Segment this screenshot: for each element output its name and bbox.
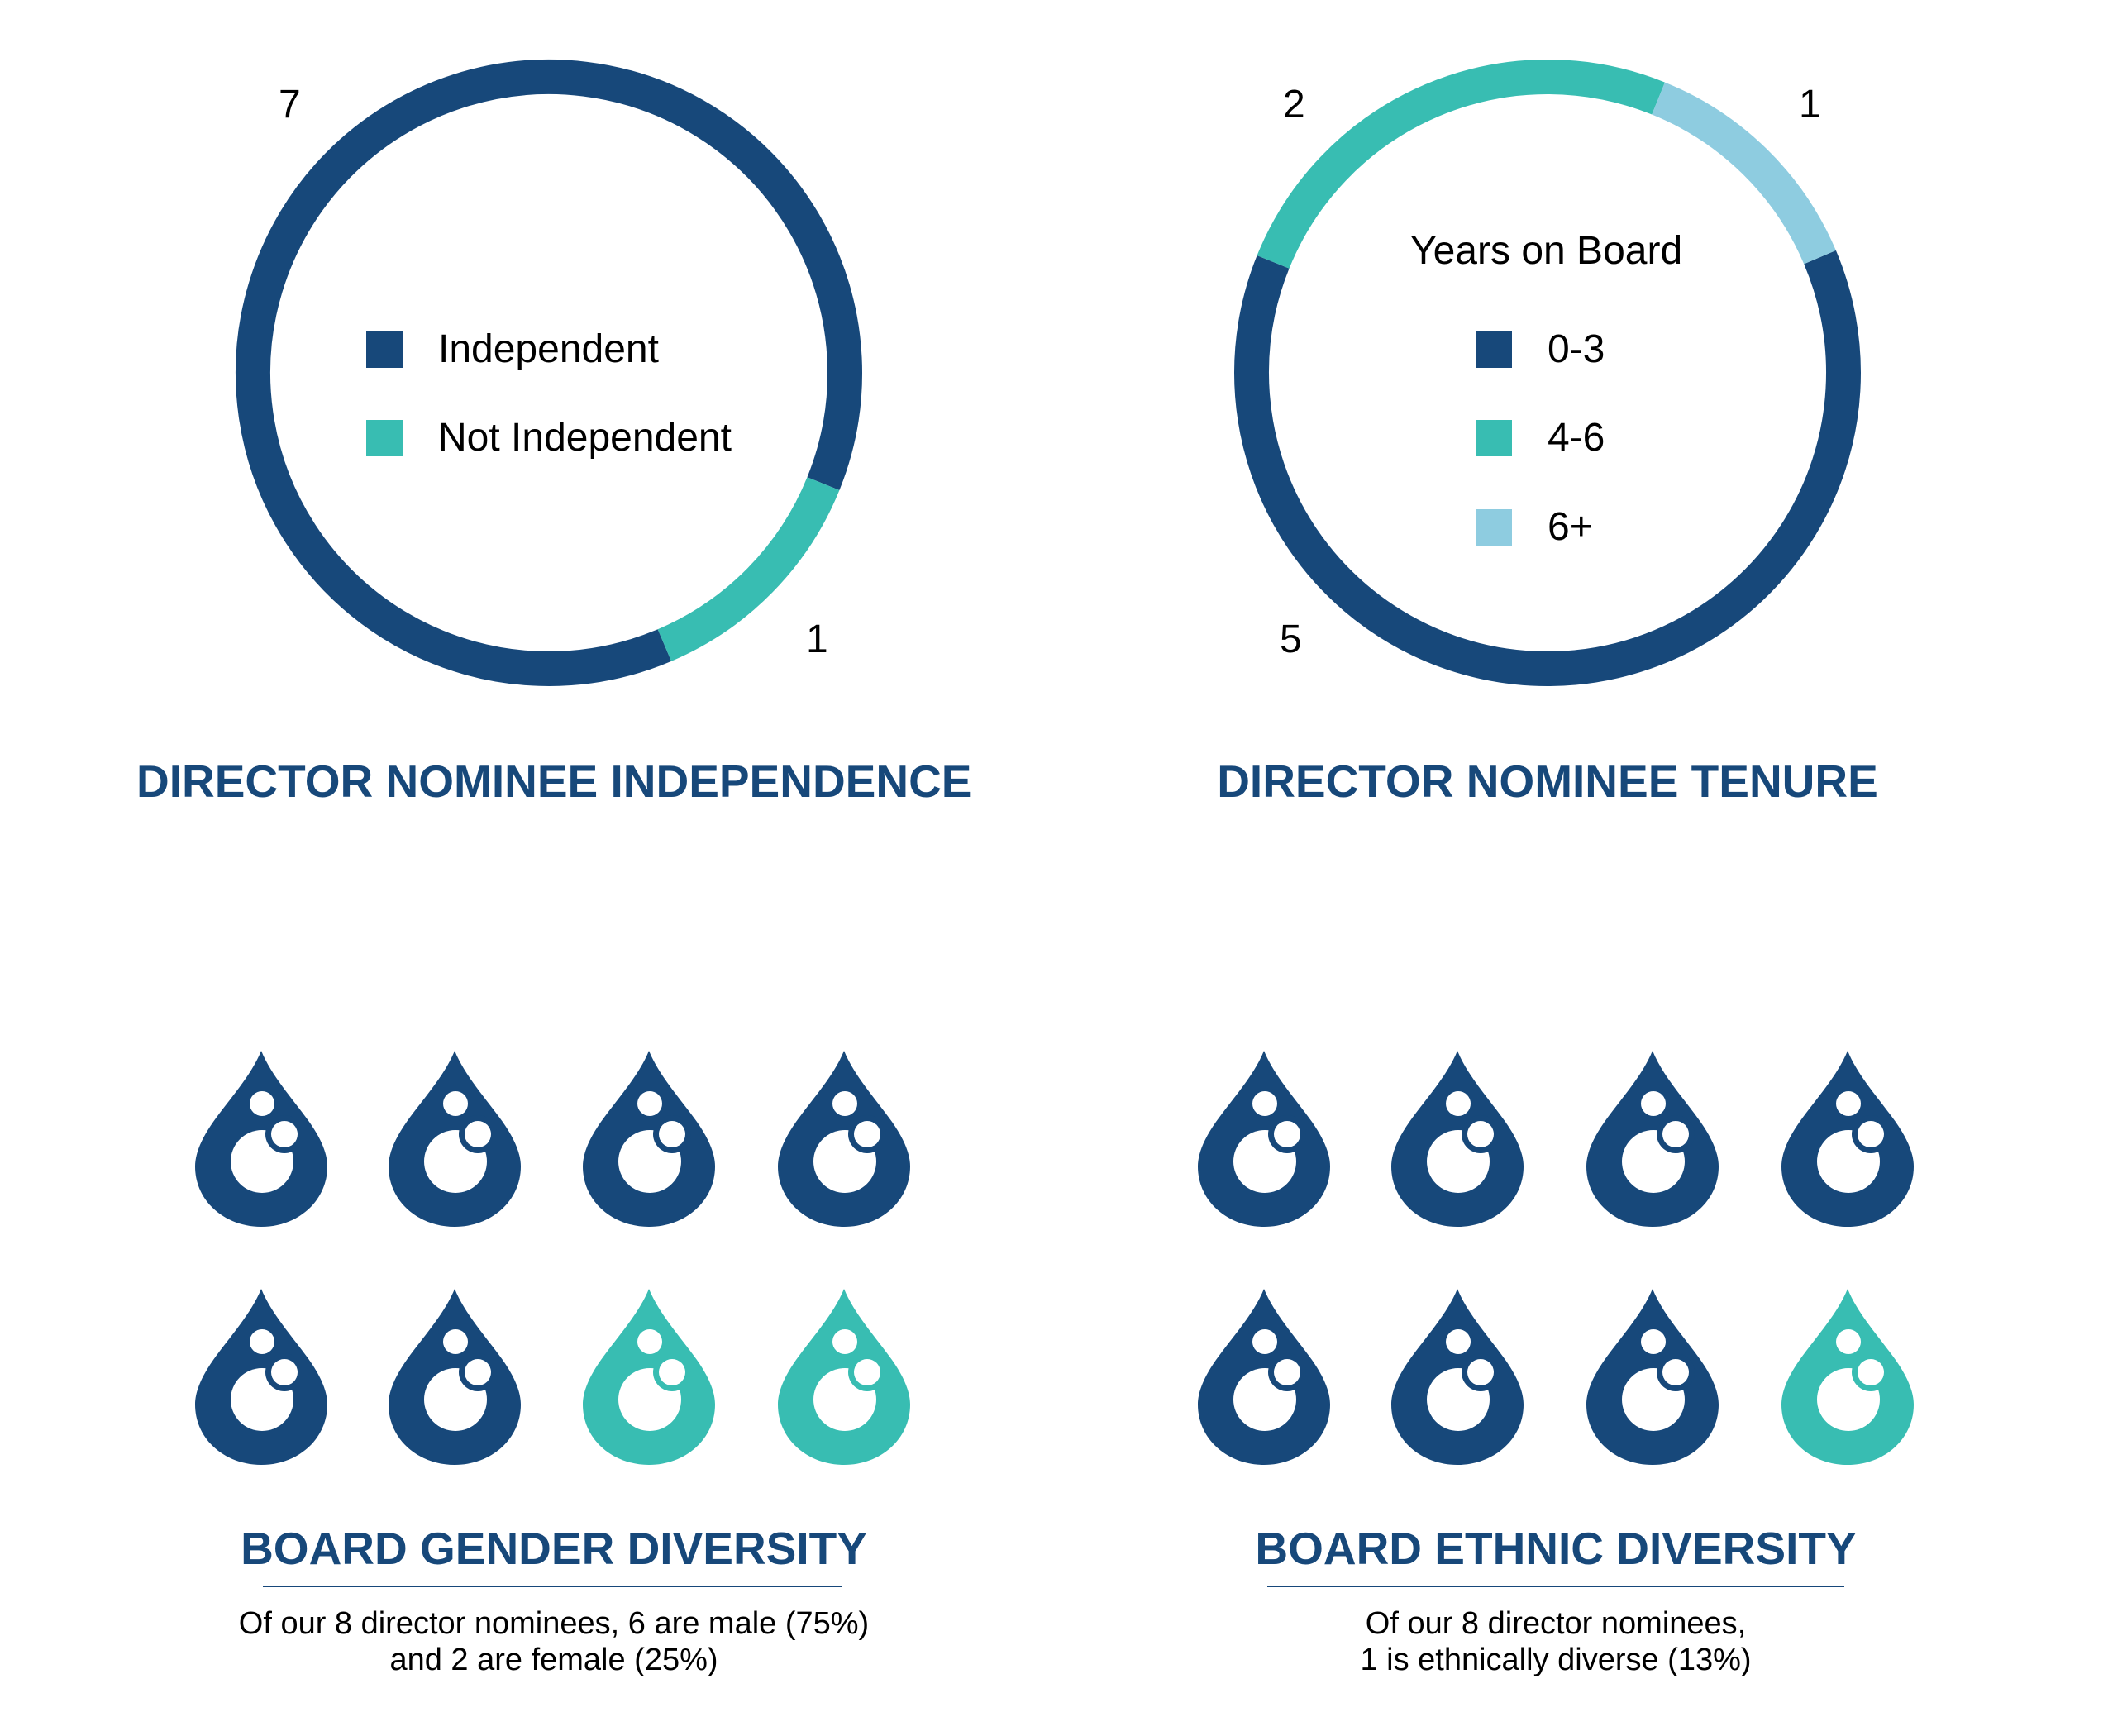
independence-donut-segments: [236, 60, 862, 686]
gender-caption: Of our 8 director nominees, 6 are male (…: [141, 1605, 967, 1678]
tenure-donut: [1234, 60, 1861, 686]
ethnic-divider: [1267, 1586, 1844, 1587]
director-icon: [389, 1051, 521, 1228]
donut-segment-4-6: [1257, 60, 1665, 269]
person-drop-icon: [583, 1289, 715, 1465]
tenure-legend-title: Years on Board: [1410, 229, 1683, 273]
person-drop-icon: [583, 1051, 715, 1227]
person-drop-icon: [1198, 1051, 1330, 1227]
legend-label: 6+: [1548, 505, 1593, 549]
independence-donut: [236, 60, 862, 686]
director-icon: [1198, 1289, 1330, 1466]
director-icon: [1586, 1289, 1719, 1466]
person-drop-icon: [1198, 1289, 1330, 1465]
ethnic-caption-line-2: 1 is ethnically diverse (13%): [1360, 1643, 1752, 1677]
tenure-title: DIRECTOR NOMINEE TENURE: [1217, 756, 1878, 807]
donut-segment-independent: [236, 60, 862, 686]
ethnic-caption: Of our 8 director nominees, 1 is ethnica…: [1142, 1605, 1969, 1678]
legend-swatch-0-3: [1476, 331, 1512, 368]
person-drop-icon: [1391, 1289, 1524, 1465]
person-drop-icon: [1586, 1289, 1719, 1465]
donut-segment-6-: [1652, 82, 1836, 265]
person-drop-icon: [195, 1289, 327, 1465]
person-drop-icon: [1586, 1051, 1719, 1227]
director-icon: [1391, 1051, 1524, 1228]
legend-label: Not Independent: [438, 416, 732, 460]
ethnic-caption-line-1: Of our 8 director nominees,: [1365, 1606, 1747, 1641]
person-drop-icon: [778, 1051, 910, 1227]
director-icon: [1391, 1289, 1524, 1466]
director-icon: [195, 1289, 327, 1466]
person-drop-icon: [1391, 1051, 1524, 1227]
director-icon: [195, 1051, 327, 1228]
legend-item-0-3: 0-3: [1476, 327, 1605, 371]
donut-segment-not-independent: [657, 477, 840, 661]
legend-swatch-4-6: [1476, 420, 1512, 456]
legend-item-4-6: 4-6: [1476, 416, 1605, 460]
legend-label: 4-6: [1548, 416, 1605, 460]
legend-label: 0-3: [1548, 327, 1605, 371]
person-drop-icon: [389, 1051, 521, 1227]
director-icon: [1781, 1051, 1914, 1228]
person-drop-icon: [1781, 1051, 1914, 1227]
independent-count-label: 7: [279, 83, 301, 126]
director-icon: [778, 1051, 910, 1228]
director-icon: [1781, 1289, 1914, 1466]
director-icon: [1586, 1051, 1719, 1228]
person-drop-icon: [778, 1289, 910, 1465]
legend-item-not-independent: Not Independent: [366, 416, 732, 460]
legend-item-independent: Independent: [366, 327, 659, 371]
ethnic-title: BOARD ETHNIC DIVERSITY: [1255, 1523, 1857, 1574]
director-icon: [389, 1289, 521, 1466]
independence-title: DIRECTOR NOMINEE INDEPENDENCE: [136, 756, 972, 807]
tenure-0-3-count-label: 5: [1280, 618, 1302, 661]
gender-caption-line-1: Of our 8 director nominees, 6 are male (…: [238, 1606, 870, 1641]
director-icon: [778, 1289, 910, 1466]
director-icon: [1198, 1051, 1330, 1228]
legend-item-6-plus: 6+: [1476, 505, 1593, 549]
legend-swatch-not-independent: [366, 420, 403, 456]
director-icon: [583, 1289, 715, 1466]
not-independent-count-label: 1: [806, 618, 828, 661]
tenure-donut-segments: [1234, 60, 1861, 686]
gender-caption-line-2: and 2 are female (25%): [389, 1643, 718, 1677]
legend-swatch-independent: [366, 331, 403, 368]
gender-title: BOARD GENDER DIVERSITY: [241, 1523, 867, 1574]
person-drop-icon: [389, 1289, 521, 1465]
gender-divider: [263, 1586, 842, 1587]
director-icon: [583, 1051, 715, 1228]
legend-label: Independent: [438, 327, 659, 371]
donut-segment-0-3: [1234, 250, 1861, 686]
tenure-4-6-count-label: 2: [1283, 83, 1305, 126]
person-drop-icon: [195, 1051, 327, 1227]
legend-swatch-6-plus: [1476, 509, 1512, 546]
tenure-6-plus-count-label: 1: [1799, 83, 1821, 126]
person-drop-icon: [1781, 1289, 1914, 1465]
